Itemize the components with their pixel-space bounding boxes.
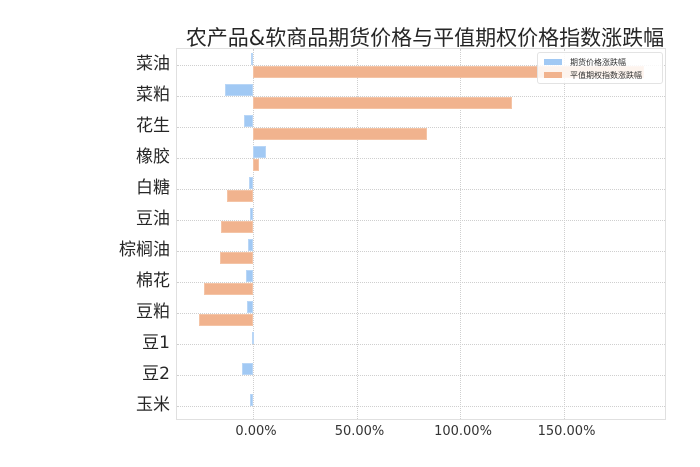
y-tick-label: 棕榈油 — [119, 239, 170, 260]
bar-futures-8 — [246, 300, 253, 313]
x-gridline — [460, 49, 461, 419]
bar-futures-1 — [225, 83, 253, 96]
legend-swatch-futures — [544, 59, 562, 65]
x-gridline — [563, 49, 565, 419]
legend-item-options: 平值期权指数涨跌幅 — [544, 69, 642, 81]
bar-futures-3 — [253, 145, 267, 158]
y-gridline — [177, 281, 665, 283]
legend: 期货价格涨跌幅 平值期权指数涨跌幅 — [537, 52, 663, 84]
y-gridline — [177, 405, 665, 407]
bar-futures-10 — [241, 362, 253, 375]
y-tick-label: 豆1 — [142, 332, 170, 353]
y-tick-label: 豆粕 — [136, 301, 170, 322]
bar-options-2 — [253, 127, 427, 140]
chart-title: 农产品&软商品期货价格与平值期权价格指数涨跌幅 — [185, 26, 665, 50]
y-tick-label: 菜粕 — [136, 84, 170, 105]
bar-options-3 — [253, 158, 260, 171]
y-gridline — [177, 343, 665, 345]
bar-options-5 — [220, 220, 253, 233]
y-tick-label: 棉花 — [136, 270, 170, 291]
legend-label-futures: 期货价格涨跌幅 — [570, 57, 626, 67]
y-tick-label: 花生 — [136, 115, 170, 136]
x-tick-label: 100.00% — [434, 424, 492, 439]
y-tick-label: 豆油 — [136, 208, 170, 229]
y-gridline — [177, 312, 665, 314]
x-tick-label: 50.00% — [334, 424, 385, 439]
bar-futures-11 — [249, 393, 253, 406]
x-gridline — [253, 49, 254, 419]
y-gridline — [177, 188, 665, 190]
y-gridline — [177, 374, 665, 376]
bar-options-1 — [253, 96, 512, 109]
legend-label-options: 平值期权指数涨跌幅 — [570, 70, 642, 80]
bar-futures-0 — [250, 52, 253, 65]
x-gridline — [356, 49, 358, 419]
legend-swatch-options — [544, 72, 562, 78]
x-tick-label: 0.00% — [235, 424, 277, 439]
bar-futures-5 — [249, 207, 253, 220]
y-gridline — [177, 126, 665, 128]
bar-futures-4 — [248, 176, 253, 189]
bar-futures-9 — [251, 331, 254, 344]
y-tick-label: 玉米 — [136, 394, 170, 415]
bar-options-7 — [204, 282, 253, 295]
y-gridline — [177, 250, 665, 252]
bar-options-6 — [219, 251, 253, 264]
y-gridline — [177, 95, 665, 97]
y-gridline — [177, 157, 665, 159]
bar-futures-6 — [247, 238, 253, 251]
bar-futures-2 — [243, 114, 253, 127]
x-tick-label: 150.00% — [537, 424, 596, 439]
legend-item-futures: 期货价格涨跌幅 — [544, 56, 626, 68]
bar-options-4 — [227, 189, 253, 202]
bar-options-8 — [199, 313, 253, 326]
y-tick-label: 豆2 — [142, 363, 170, 384]
bar-futures-7 — [245, 269, 253, 282]
y-gridline — [177, 64, 665, 66]
plot-area — [176, 48, 666, 420]
y-gridline — [177, 219, 665, 221]
y-tick-label: 白糖 — [136, 177, 170, 198]
y-tick-label: 菜油 — [136, 53, 170, 74]
y-tick-label: 橡胶 — [136, 146, 170, 167]
